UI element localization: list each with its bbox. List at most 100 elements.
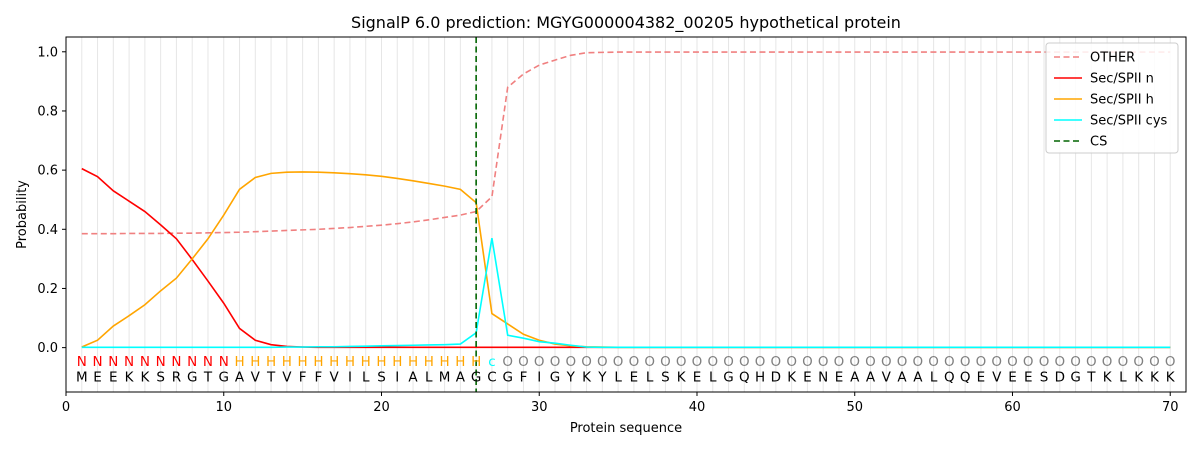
residue-letter: E (1024, 370, 1033, 386)
region-label: H (361, 354, 371, 370)
x-tick-label: 70 (1162, 400, 1179, 415)
region-label: N (171, 354, 181, 370)
y-tick-label: 0.6 (37, 164, 58, 179)
residue-letter: K (1166, 370, 1176, 386)
chart-title: SignalP 6.0 prediction: MGYG000004382_00… (351, 13, 901, 33)
x-tick-label: 20 (373, 400, 390, 415)
region-label: N (92, 354, 102, 370)
region-label: O (676, 354, 687, 370)
residue-letter: L (709, 370, 717, 386)
region-label: O (1149, 354, 1160, 370)
residue-letter: G (1070, 370, 1080, 386)
region-label: O (991, 354, 1002, 370)
residue-letter: M (76, 370, 88, 386)
residue-letter: G (550, 370, 560, 386)
region-label: O (786, 354, 797, 370)
residue-letter: G (471, 370, 481, 386)
region-label: O (834, 354, 845, 370)
region-label: N (124, 354, 134, 370)
region-label: O (849, 354, 860, 370)
residue-letter: G (723, 370, 733, 386)
region-label: N (108, 354, 118, 370)
region-label: H (376, 354, 386, 370)
residue-letter: S (1040, 370, 1049, 386)
legend: OTHER Sec/SPII n Sec/SPII h Sec/SPII cys CS (1045, 42, 1179, 154)
region-label: O (518, 354, 529, 370)
residue-letter: C (487, 370, 496, 386)
region-label: H (408, 354, 418, 370)
x-tick-label: 30 (531, 400, 548, 415)
residue-letter: L (1119, 370, 1127, 386)
residue-letter: M (439, 370, 451, 386)
region-label: c (488, 354, 495, 370)
residue-letter: L (930, 370, 938, 386)
residue-letter: A (897, 370, 907, 386)
residue-letter: F (520, 370, 528, 386)
region-label: O (1054, 354, 1065, 370)
region-label: O (565, 354, 576, 370)
residue-letter: V (992, 370, 1002, 386)
plot-frame (65, 36, 1187, 393)
x-tick-label: 50 (846, 400, 863, 415)
region-label: O (1086, 354, 1097, 370)
residue-letter: A (235, 370, 245, 386)
residue-letter: A (408, 370, 418, 386)
region-label: O (502, 354, 513, 370)
region-label: H (345, 354, 355, 370)
y-tick-label: 0.0 (37, 341, 58, 356)
residue-letter: V (882, 370, 892, 386)
x-tick-label: 40 (689, 400, 706, 415)
region-label: O (1023, 354, 1034, 370)
residue-letter: A (456, 370, 466, 386)
residue-letter: K (1150, 370, 1160, 386)
y-tick-label: 0.2 (37, 282, 58, 297)
residue-letter: L (646, 370, 654, 386)
x-axis-label: Protein sequence (570, 421, 682, 436)
residue-letter: K (125, 370, 135, 386)
residue-letter: D (771, 370, 781, 386)
legend-label: Sec/SPII n (1090, 72, 1154, 87)
residue-letter: T (203, 370, 213, 386)
region-label: O (960, 354, 971, 370)
region-label: N (140, 354, 150, 370)
legend-box (1045, 42, 1179, 154)
region-label: N (156, 354, 166, 370)
residue-letter: G (502, 370, 512, 386)
y-tick-label: 1.0 (37, 45, 58, 60)
region-label: H (392, 354, 402, 370)
residue-letter: N (818, 370, 828, 386)
residue-letter: S (377, 370, 386, 386)
region-label: O (818, 354, 829, 370)
residue-letter: I (348, 370, 352, 386)
residue-letter: F (315, 370, 323, 386)
residue-letter: E (630, 370, 639, 386)
region-label: O (865, 354, 876, 370)
region-label: H (266, 354, 276, 370)
legend-label: OTHER (1090, 51, 1135, 66)
x-axis-ticks: 0 10 20 30 40 50 60 70 (62, 392, 1179, 415)
region-label: O (613, 354, 624, 370)
residue-letter: S (156, 370, 165, 386)
residue-letter: K (140, 370, 150, 386)
residue-letter: H (755, 370, 765, 386)
legend-label: Sec/SPII cys (1090, 114, 1168, 129)
x-tick-label: 10 (215, 400, 232, 415)
residue-letter: Q (739, 370, 750, 386)
region-label: O (771, 354, 782, 370)
region-label: H (298, 354, 308, 370)
region-label: O (660, 354, 671, 370)
region-label: O (1118, 354, 1129, 370)
region-label: H (250, 354, 260, 370)
residue-letter: K (1103, 370, 1113, 386)
region-label: H (313, 354, 323, 370)
series-line-other (81, 51, 1171, 235)
region-label: O (802, 354, 813, 370)
residue-letter: A (913, 370, 923, 386)
region-label: N (77, 354, 87, 370)
region-label: O (913, 354, 924, 370)
legend-label: Sec/SPII h (1090, 93, 1154, 108)
residue-letter: K (677, 370, 687, 386)
residue-letter: Y (566, 370, 576, 386)
residue-letter: L (614, 370, 622, 386)
